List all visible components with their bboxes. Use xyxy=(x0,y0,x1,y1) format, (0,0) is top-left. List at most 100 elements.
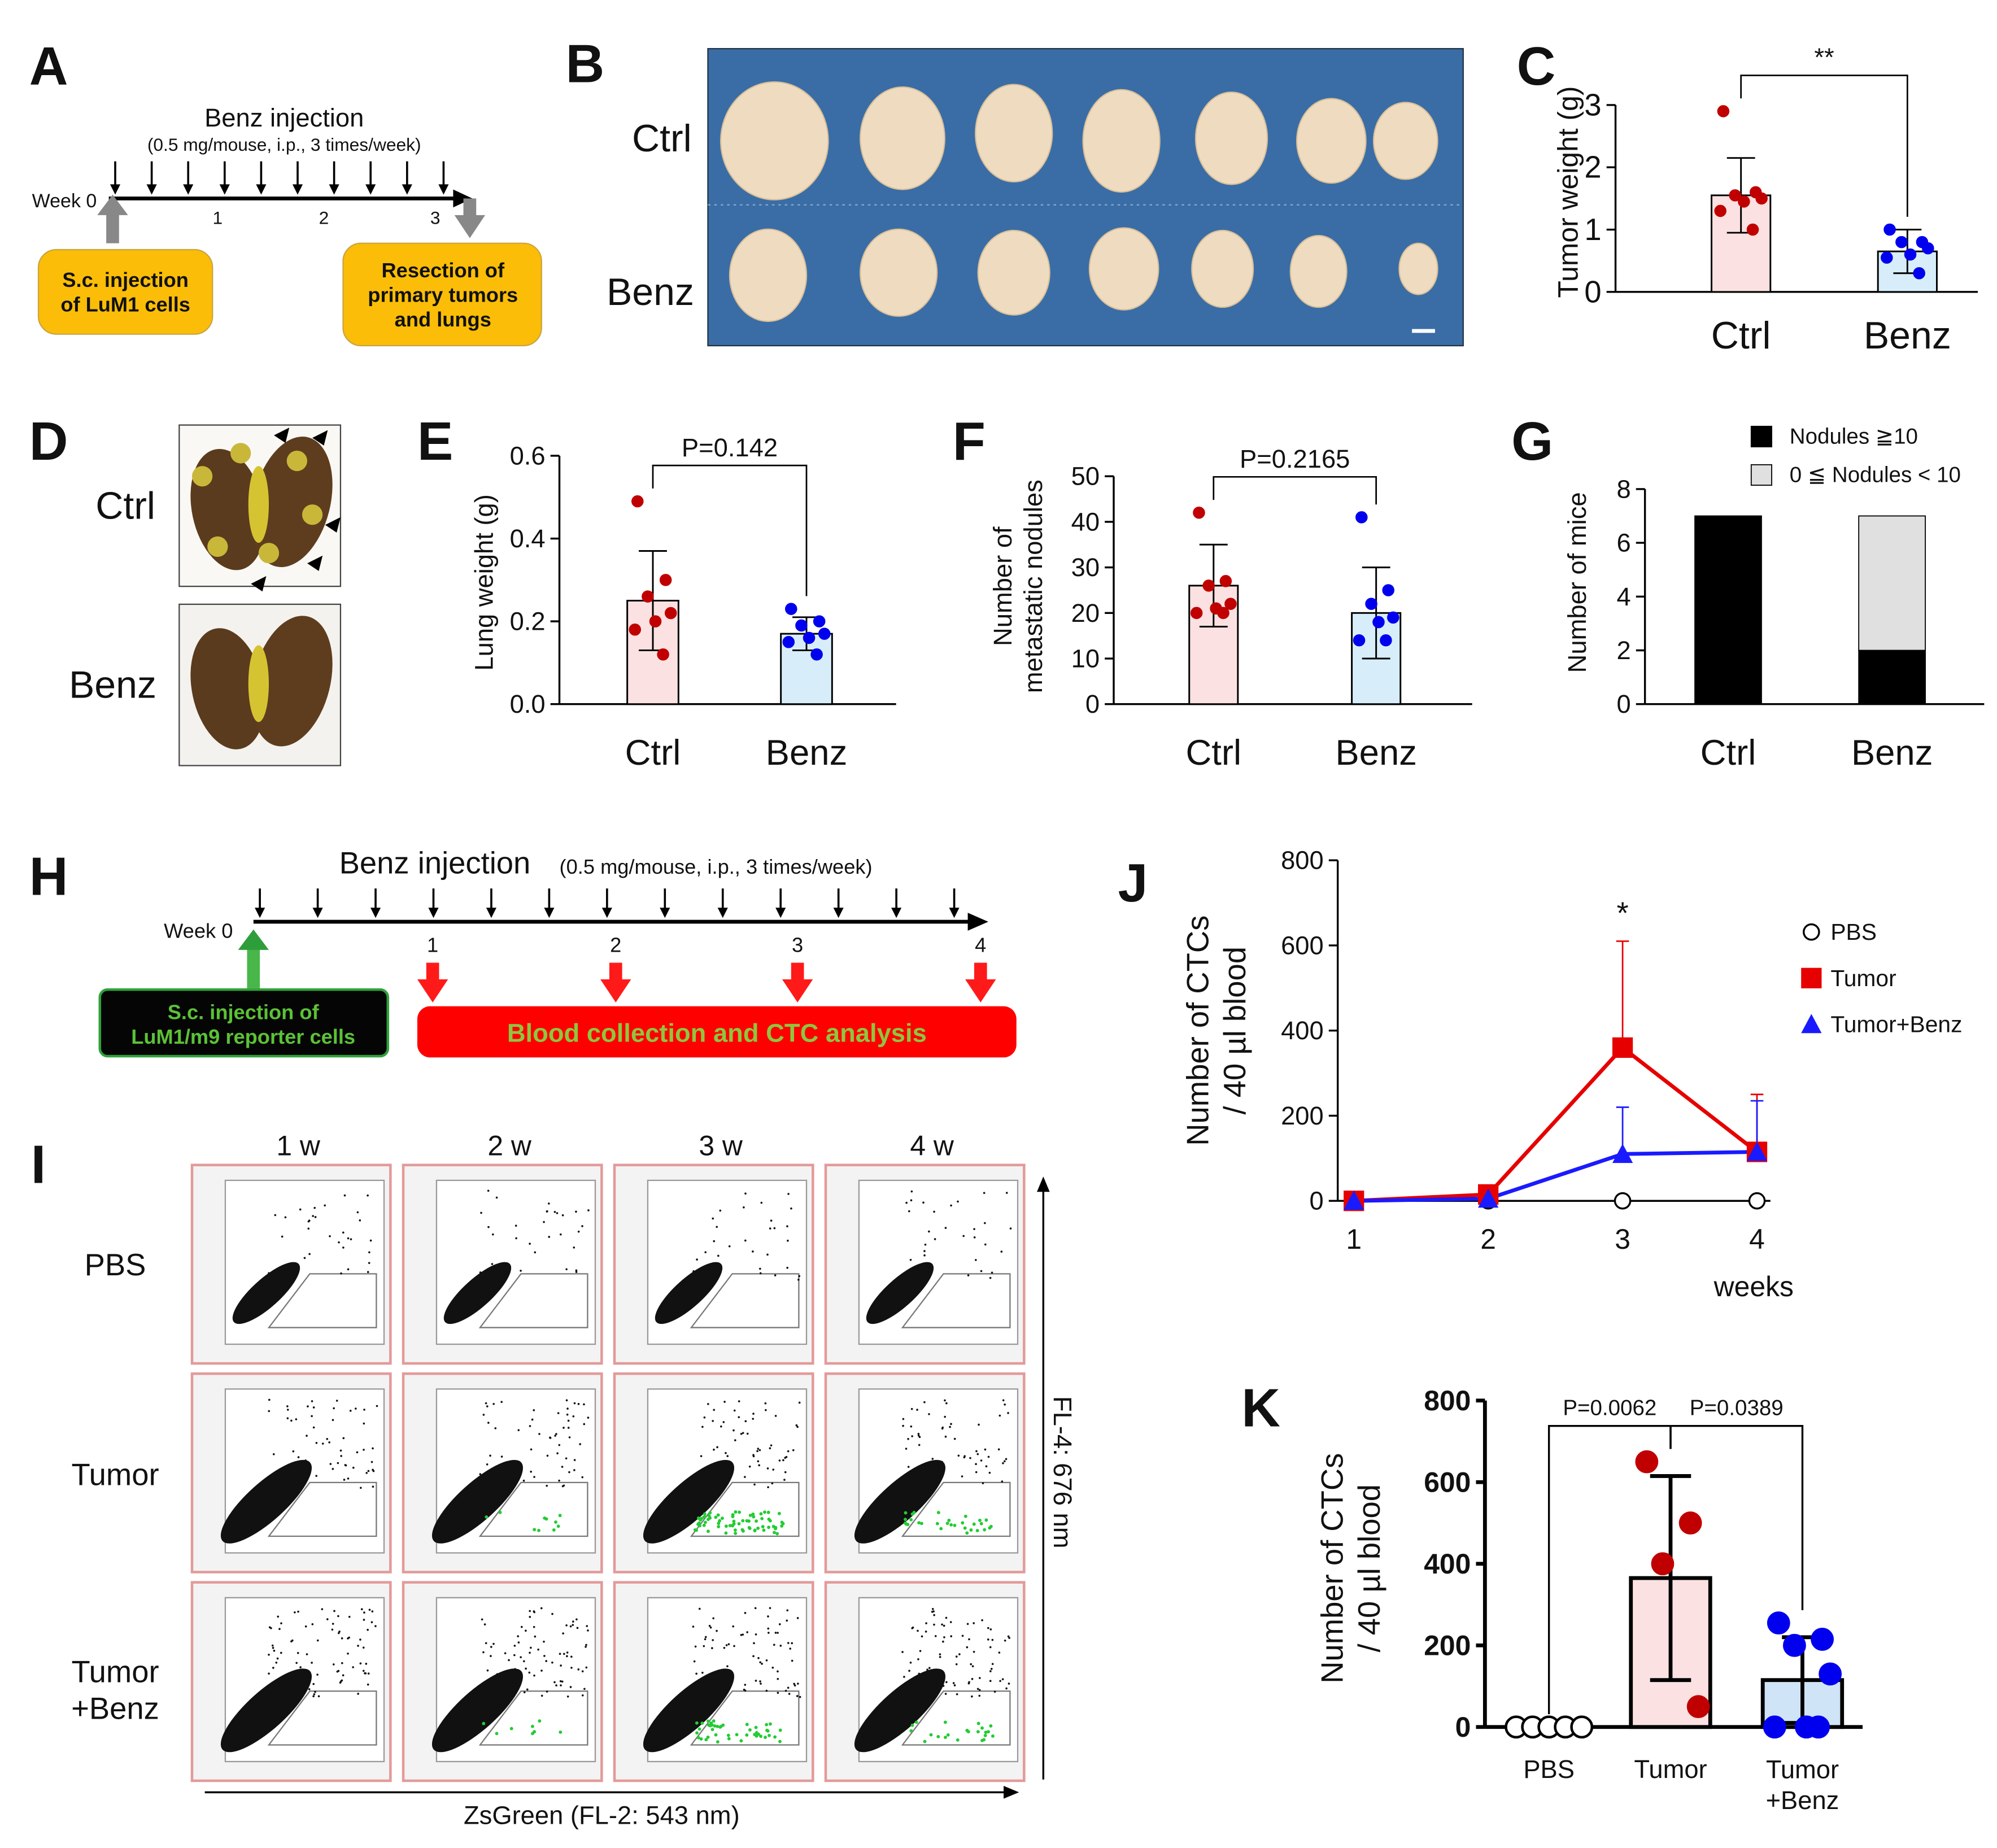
cell-dot xyxy=(581,1225,583,1227)
cell-dot xyxy=(570,1667,573,1669)
cell-dot xyxy=(324,1204,326,1207)
cell-dot xyxy=(545,1660,547,1662)
x-tick-label: PBS xyxy=(1523,1755,1575,1784)
cell-dot xyxy=(980,1459,983,1462)
cell-dot xyxy=(553,1681,556,1684)
cell-dot xyxy=(506,1477,509,1480)
cell-dot xyxy=(291,1639,294,1642)
photo-row-label: Benz xyxy=(607,271,694,313)
y-axis-label: Number of metastatic nodules xyxy=(988,480,1047,693)
cell-dot xyxy=(933,1623,935,1626)
text-line: S.c. injection of xyxy=(168,1000,320,1023)
cell-dot xyxy=(923,1250,926,1252)
zsgreen-cell xyxy=(984,1518,988,1522)
cell-dot xyxy=(566,1413,569,1416)
cell-dot xyxy=(990,1668,993,1670)
cell-dot xyxy=(973,1622,975,1624)
zsgreen-cell xyxy=(747,1526,751,1529)
cell-dot xyxy=(1009,1227,1012,1230)
cell-dot xyxy=(931,1458,934,1460)
legend-label: Tumor+Benz xyxy=(1830,1011,1962,1037)
panel-letter: D xyxy=(29,412,68,472)
cell-dot xyxy=(333,1407,335,1410)
data-point xyxy=(1755,192,1768,205)
cell-dot xyxy=(533,1625,535,1628)
text-line: +Benz xyxy=(1766,1785,1839,1814)
cell-dot xyxy=(355,1407,357,1410)
cell-dot xyxy=(566,1695,569,1698)
cell-dot xyxy=(923,1254,926,1257)
cell-dot xyxy=(548,1202,550,1205)
cell-dot xyxy=(955,1655,958,1658)
cell-dot xyxy=(945,1402,948,1405)
cell-dot xyxy=(725,1452,727,1454)
text-line: LuM1/m9 reporter cells xyxy=(131,1025,355,1048)
cell-dot xyxy=(559,1233,562,1236)
cell-dot xyxy=(561,1466,564,1468)
zsgreen-cell xyxy=(724,1531,728,1535)
cell-dot xyxy=(779,1645,782,1647)
zsgreen-cell xyxy=(704,1738,708,1742)
cell-dot xyxy=(970,1663,973,1666)
zsgreen-cell xyxy=(735,1733,739,1737)
cell-dot xyxy=(276,1657,279,1660)
cell-dot xyxy=(694,1645,697,1648)
cell-dot xyxy=(559,1680,562,1683)
panel-letter: A xyxy=(29,37,68,97)
cell-dot xyxy=(955,1663,958,1666)
cell-dot xyxy=(771,1666,774,1669)
cell-dot xyxy=(729,1679,731,1682)
cell-dot xyxy=(268,1653,270,1656)
cell-dot xyxy=(490,1646,492,1648)
cell-dot xyxy=(326,1618,329,1620)
cell-dot xyxy=(746,1631,748,1633)
cell-dot xyxy=(693,1660,696,1663)
cell-dot xyxy=(921,1693,923,1696)
zsgreen-cell xyxy=(696,1516,700,1520)
cell-dot xyxy=(530,1646,532,1649)
y-tick-label: 50 xyxy=(1071,462,1100,491)
cell-dot xyxy=(294,1611,296,1614)
cell-dot xyxy=(337,1632,340,1635)
cell-dot xyxy=(945,1616,948,1619)
cell-dot xyxy=(504,1679,507,1681)
cell-dot xyxy=(305,1477,307,1480)
bar-segment xyxy=(1858,515,1926,651)
significance-bracket xyxy=(1740,75,1908,217)
cell-dot xyxy=(744,1420,747,1423)
x-tick-label: 4 xyxy=(1749,1223,1765,1255)
red-arrow xyxy=(974,962,987,981)
zsgreen-cell xyxy=(745,1733,749,1737)
cell-dot xyxy=(777,1670,779,1673)
cell-dot xyxy=(752,1418,755,1420)
cell-cloud xyxy=(443,1262,512,1324)
cell-dot xyxy=(753,1642,755,1645)
cell-dot xyxy=(967,1682,970,1685)
injection-arrowhead xyxy=(601,908,612,918)
zsgreen-cell xyxy=(734,1531,738,1535)
cell-dot xyxy=(757,1460,760,1463)
cell-dot xyxy=(984,1448,987,1451)
cell-dot xyxy=(787,1642,790,1644)
cell-dot xyxy=(321,1608,324,1610)
cell-dot xyxy=(492,1402,495,1405)
cell-dot xyxy=(784,1689,787,1692)
timeline-week: 1 xyxy=(427,933,438,956)
tumor xyxy=(1082,89,1161,193)
cell-dot xyxy=(917,1658,919,1660)
cell-dot xyxy=(765,1689,768,1692)
cell-dot xyxy=(546,1454,549,1457)
cell-dot xyxy=(713,1240,716,1243)
zsgreen-cell xyxy=(700,1721,704,1725)
cell-dot xyxy=(311,1400,313,1402)
cell-dot xyxy=(343,1479,346,1481)
legend-label: Nodules ≧10 xyxy=(1790,424,1918,448)
cell-dot xyxy=(755,1633,757,1636)
zsgreen-cell xyxy=(762,1528,766,1532)
text-line: Number of CTCs xyxy=(1180,916,1215,1146)
cell-dot xyxy=(293,1681,295,1684)
zsgreen-cell xyxy=(909,1729,913,1733)
cell-dot xyxy=(752,1454,755,1457)
cell-dot xyxy=(479,1271,482,1274)
data-point xyxy=(631,495,644,508)
